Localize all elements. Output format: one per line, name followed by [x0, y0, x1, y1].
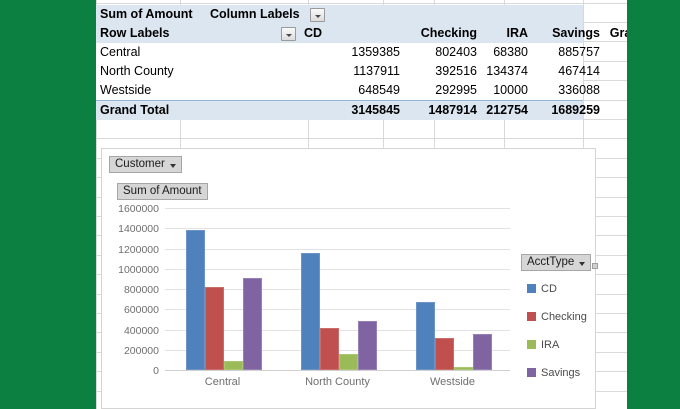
chart-gridline — [165, 228, 510, 230]
legend-item-cd[interactable]: CD — [527, 283, 557, 295]
table-row[interactable]: Westside 648549 292995 10000 336088 1287… — [96, 81, 600, 100]
chart-bar-cd-central[interactable] — [185, 230, 205, 370]
cell-westside-checking: 292995 — [435, 83, 477, 97]
value-field-label: Sum of Amount — [123, 185, 202, 197]
pivot-header-row-2: Row Labels CD Checking IRA Savings Grand… — [96, 24, 627, 43]
legend-swatch-icon — [527, 284, 536, 293]
column-header-checking: Checking — [420, 26, 477, 40]
legend-label: CD — [541, 283, 557, 295]
row-label-central: Central — [100, 45, 141, 59]
cell-north-county-savings: 467414 — [558, 64, 600, 78]
cell-grand-total-ira: 212754 — [486, 103, 528, 117]
cell-central-savings: 885757 — [558, 45, 600, 59]
column-header-grand-total: Grand Total — [609, 26, 627, 40]
legend-item-checking[interactable]: Checking — [527, 311, 587, 323]
x-axis-tick-label: Central — [204, 376, 241, 388]
grid-column-divider — [96, 0, 97, 409]
cell-westside-cd: 648549 — [358, 83, 400, 97]
cell-north-county-grand-total: 2132215 — [602, 62, 627, 81]
pivot-value-field-label: Sum of Amount — [100, 7, 193, 21]
grid-row — [96, 0, 627, 4]
legend-item-ira[interactable]: IRA — [527, 339, 559, 351]
pivot-row-labels-header: Row Labels — [100, 26, 170, 40]
chevron-down-icon — [169, 164, 176, 168]
legend-swatch-icon — [527, 368, 536, 377]
chart-gridline — [165, 309, 510, 311]
cell-north-county-checking: 392516 — [435, 64, 477, 78]
y-axis-tick-label: 0 — [153, 365, 159, 377]
cell-central-grand-total: 3115925 — [602, 43, 627, 62]
value-field-button[interactable]: Sum of Amount — [117, 183, 208, 200]
chart-bar-cd-north-county[interactable] — [300, 252, 320, 370]
row-label-grand-total: Grand Total — [100, 103, 170, 117]
legend-label: IRA — [541, 339, 560, 351]
chart-bar-ira-westside[interactable] — [453, 367, 473, 370]
column-header-cd: CD — [304, 26, 323, 40]
chart-bar-savings-central[interactable] — [242, 278, 262, 370]
x-axis-tick-label: North County — [305, 376, 370, 388]
legend-field-button[interactable]: AcctType — [521, 254, 592, 271]
chart-bar-savings-westside[interactable] — [472, 333, 492, 370]
chart-plot-area: 0 200000 400000 600000 800000 1000000 1200000 1… — [118, 203, 510, 388]
cell-grand-total-grand-total: 6535772 — [602, 101, 627, 120]
pivot-header-row-1: Sum of Amount Column Labels — [96, 5, 583, 24]
row-label-north-county: North County — [100, 64, 174, 78]
grand-total-row[interactable]: Grand Total 3145845 1487914 212754 16892… — [96, 100, 600, 120]
column-header-savings: Savings — [552, 26, 600, 40]
chart-bar-checking-central[interactable] — [204, 286, 224, 370]
row-label-westside: Westside — [100, 83, 152, 97]
chart-bar-cd-westside[interactable] — [415, 302, 435, 370]
legend-swatch-icon — [527, 312, 536, 321]
chart-gridline — [165, 370, 510, 371]
column-labels-filter-icon[interactable] — [310, 8, 325, 22]
legend-swatch-icon — [527, 340, 536, 349]
y-axis-tick-label: 400000 — [123, 324, 159, 337]
y-axis-tick-label: 1600000 — [118, 203, 159, 215]
cell-westside-grand-total: 1287632 — [602, 81, 627, 100]
column-header-ira: IRA — [506, 26, 528, 40]
table-row[interactable]: Central 1359385 802403 68380 885757 3115… — [96, 43, 600, 62]
cell-westside-savings: 336088 — [558, 83, 600, 97]
cell-north-county-cd: 1137911 — [353, 64, 400, 78]
legend-label: Checking — [541, 311, 587, 323]
legend-label: Savings — [541, 367, 581, 379]
y-axis-tick-label: 800000 — [123, 284, 159, 296]
chart-gridline — [165, 268, 510, 270]
cell-grand-total-cd: 3145845 — [351, 103, 400, 117]
customer-filter-button[interactable]: Customer — [109, 156, 182, 173]
cell-westside-ira: 10000 — [493, 83, 528, 97]
cell-central-checking: 802403 — [435, 45, 477, 59]
legend-item-savings[interactable]: Savings — [527, 367, 580, 379]
legend-field-label: AcctType — [527, 256, 575, 268]
x-axis-tick-label: Westside — [429, 376, 476, 388]
y-axis-tick-label: 1000000 — [118, 263, 159, 276]
chart-bar-checking-westside[interactable] — [434, 338, 454, 370]
row-labels-filter-icon[interactable] — [281, 27, 296, 41]
cell-central-ira: 68380 — [493, 45, 528, 59]
chart-bar-savings-north-county[interactable] — [357, 320, 377, 370]
cell-north-county-ira: 134374 — [486, 64, 528, 78]
y-axis-tick-label: 1200000 — [118, 243, 159, 256]
chart-gridline — [165, 208, 510, 209]
resize-handle[interactable] — [592, 263, 598, 269]
table-row[interactable]: North County 1137911 392516 134374 46741… — [96, 62, 600, 81]
chevron-down-icon — [579, 262, 586, 266]
chart-bar-ira-central[interactable] — [223, 361, 243, 370]
pivot-column-labels-header: Column Labels — [210, 7, 300, 21]
cell-grand-total-savings: 1689259 — [551, 103, 600, 117]
y-axis-tick-label: 600000 — [123, 304, 159, 317]
chart-bar-checking-north-county[interactable] — [319, 328, 339, 370]
y-axis-tick-label: 200000 — [123, 344, 159, 357]
chart-bar-ira-north-county[interactable] — [338, 354, 358, 370]
y-axis-tick-label: 1400000 — [118, 223, 159, 236]
customer-filter-label: Customer — [115, 158, 165, 170]
pivot-chart[interactable]: Customer Sum of Amount AcctType 0 200000 4… — [101, 148, 598, 409]
grid-row — [96, 120, 627, 140]
pivot-table[interactable]: Sum of Amount Column Labels Row Labels C… — [96, 5, 627, 120]
chart-gridline — [165, 248, 510, 250]
chart-gridline — [165, 289, 510, 290]
cell-central-cd: 1359385 — [351, 45, 400, 59]
cell-grand-total-checking: 1487914 — [428, 103, 477, 117]
